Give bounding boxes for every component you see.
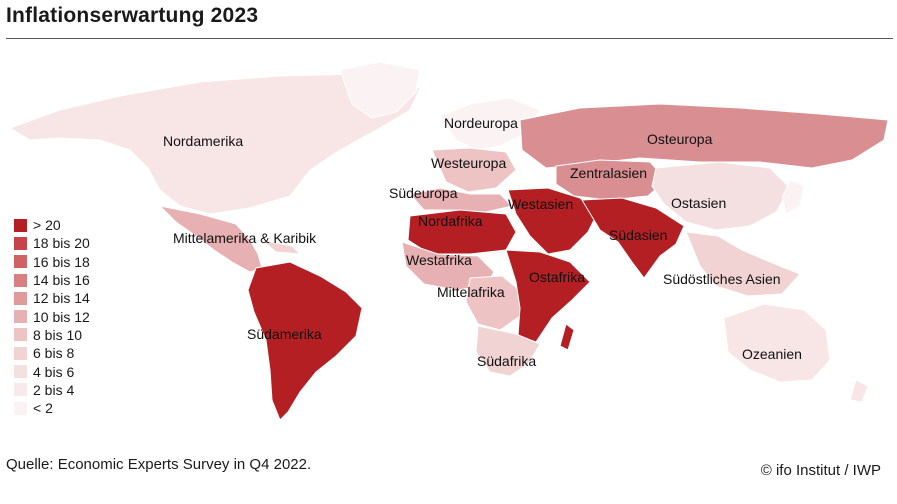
legend-label: 8 bis 10 [33,326,83,343]
legend-swatch [14,218,27,232]
label-mittelafrika: Mittelafrika [437,284,505,300]
label-nordamerika: Nordamerika [163,133,243,149]
region-suedafrika [475,325,541,377]
legend-swatch [14,236,27,250]
legend-label: 4 bis 6 [33,363,75,380]
madagascar [559,323,575,351]
label-mittelamerika: Mittelamerika & Karibik [173,230,317,246]
label-ozeanien: Ozeanien [742,346,802,362]
legend-label: 14 bis 16 [33,272,90,289]
legend-label: 12 bis 14 [33,290,90,307]
legend-item: 6 bis 8 [14,344,90,362]
legend-swatch [14,310,27,324]
label-westasien: Westasien [508,196,573,212]
region-ostafrika [505,249,591,343]
legend-swatch [14,365,27,379]
legend-item: 8 bis 10 [14,326,90,344]
region-nordamerika [8,73,421,215]
copyright-credit: © ifo Institut / IWP [760,462,881,479]
legend-item: 4 bis 6 [14,362,90,380]
legend-label: > 20 [33,217,61,234]
label-nordeuropa: Nordeuropa [444,115,518,131]
source-note: Quelle: Economic Experts Survey in Q4 20… [6,456,312,473]
label-suedafrika: Südafrika [477,353,536,369]
legend-label: 10 bis 12 [33,308,90,325]
region-ostasien [651,161,791,231]
legend-item: > 20 [14,216,90,234]
legend-label: 18 bis 20 [33,235,90,252]
legend-swatch [14,346,27,360]
region-suedeuropa [409,187,513,213]
label-suedostasien: Südöstliches Asien [663,271,781,287]
region-westasien [507,187,599,255]
map-title: Inflationserwartung 2023 [6,4,259,27]
region-zentralasien [555,159,667,201]
label-ostafrika: Ostafrika [529,269,585,285]
legend-item: 10 bis 12 [14,307,90,325]
legend-item: 14 bis 16 [14,271,90,289]
label-ostasien: Ostasien [671,195,726,211]
legend-item: 2 bis 4 [14,381,90,399]
region-suedostasien [685,231,801,297]
legend: > 20 18 bis 20 16 bis 18 14 bis 16 12 bi… [14,216,90,417]
legend-swatch [14,328,27,342]
legend-swatch [14,383,27,397]
region-mittelafrika [465,275,523,331]
label-westeuropa: Westeuropa [431,155,506,171]
label-suedamerika: Südamerika [247,326,322,342]
legend-swatch [14,273,27,287]
label-osteuropa: Osteuropa [647,131,713,147]
legend-item: < 2 [14,399,90,417]
new-zealand [849,379,869,403]
region-ozeanien [723,303,831,383]
legend-swatch [14,291,27,305]
legend-item: 18 bis 20 [14,234,90,252]
legend-swatch [14,401,27,415]
region-suedamerika [247,261,363,421]
legend-label: 2 bis 4 [33,381,75,398]
caribbean [260,239,302,255]
legend-label: 6 bis 8 [33,345,75,362]
label-zentralasien: Zentralasien [570,165,647,181]
greenland [339,61,421,119]
legend-swatch [14,255,27,269]
label-nordafrika: Nordafrika [418,213,483,229]
legend-label: 16 bis 18 [33,253,90,270]
label-westafrika: Westafrika [406,252,472,268]
title-divider [6,38,893,39]
label-suedeuropa: Südeuropa [389,185,458,201]
legend-item: 12 bis 14 [14,289,90,307]
region-suedasien [581,197,685,279]
legend-label: < 2 [33,400,53,417]
label-suedasien: Südasien [609,227,667,243]
region-westeuropa [431,147,517,193]
world-map: Nordamerika Mittelamerika & Karibik Süda… [8,61,889,421]
japan [781,179,805,215]
legend-item: 16 bis 18 [14,253,90,271]
